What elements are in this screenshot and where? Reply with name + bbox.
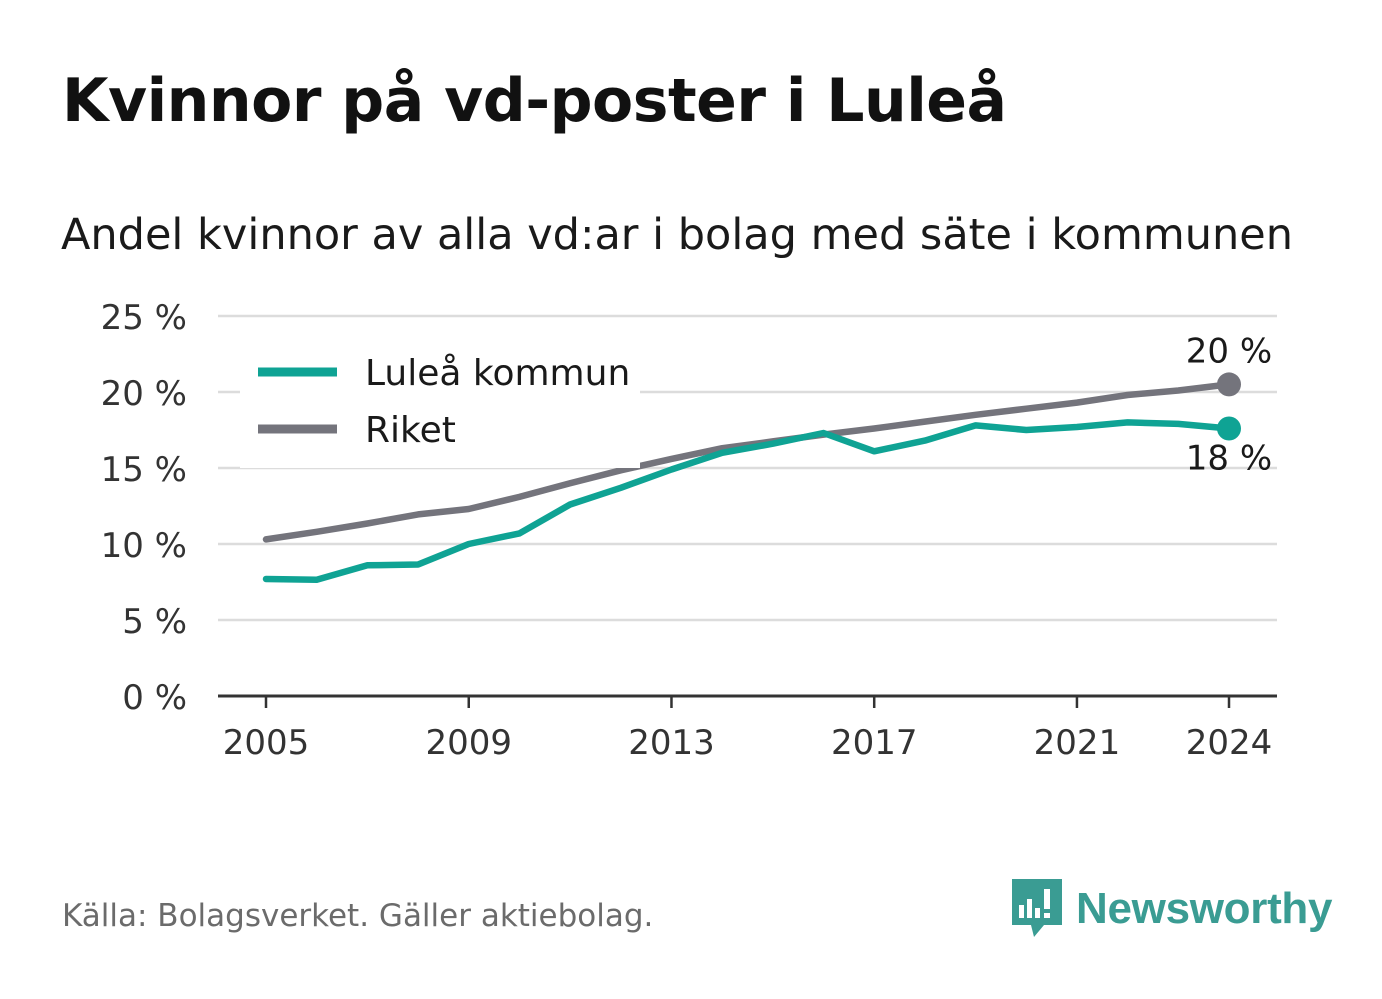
x-tick-label: 2009 bbox=[425, 723, 512, 763]
brand-name: Newsworthy bbox=[1076, 884, 1333, 933]
x-tick-label: 2017 bbox=[831, 723, 918, 763]
end-labels: 18 % 20 % bbox=[1186, 331, 1272, 478]
x-tick-label: 2021 bbox=[1034, 723, 1121, 763]
y-tick-label: 5 % bbox=[122, 602, 187, 642]
end-point-lulea bbox=[1217, 416, 1241, 441]
series-line-riket bbox=[262, 381, 1233, 543]
series-line-lulea bbox=[262, 419, 1233, 583]
y-tick-label: 10 % bbox=[101, 526, 187, 566]
x-tick-label: 2005 bbox=[223, 723, 310, 763]
y-tick-label: 25 % bbox=[101, 298, 187, 338]
newsworthy-logo-icon bbox=[1012, 879, 1062, 937]
legend-background bbox=[240, 340, 640, 468]
y-tick-label: 0 % bbox=[122, 678, 187, 718]
chart-subtitle: Andel kvinnor av alla vd:ar i bolag med … bbox=[61, 210, 1293, 260]
end-point-riket bbox=[1217, 372, 1241, 397]
y-axis-labels: 0 % 5 % 10 % 15 % 20 % 25 % bbox=[101, 298, 187, 718]
legend-label-riket: Riket bbox=[365, 410, 456, 451]
end-label-lulea: 18 % bbox=[1186, 438, 1272, 478]
chart-title: Kvinnor på vd-poster i Luleå bbox=[62, 66, 1007, 136]
legend: Luleå kommun Riket bbox=[240, 340, 640, 468]
source-note: Källa: Bolagsverket. Gäller aktiebolag. bbox=[62, 898, 654, 934]
series-lines bbox=[262, 381, 1233, 583]
x-tick-label: 2013 bbox=[628, 723, 715, 763]
end-label-riket: 20 % bbox=[1186, 331, 1272, 371]
x-tick-label: 2024 bbox=[1186, 723, 1273, 763]
y-tick-label: 20 % bbox=[101, 374, 187, 414]
y-tick-label: 15 % bbox=[101, 450, 187, 490]
brand-logo: Newsworthy bbox=[1012, 878, 1332, 940]
legend-label-lulea: Luleå kommun bbox=[365, 353, 630, 394]
line-chart: 0 %5 %10 %15 %20 %25 % 2005 2009 2013 2017 2… bbox=[101, 298, 1277, 763]
x-axis: 2005 2009 2013 2017 2021 2024 bbox=[218, 694, 1277, 763]
